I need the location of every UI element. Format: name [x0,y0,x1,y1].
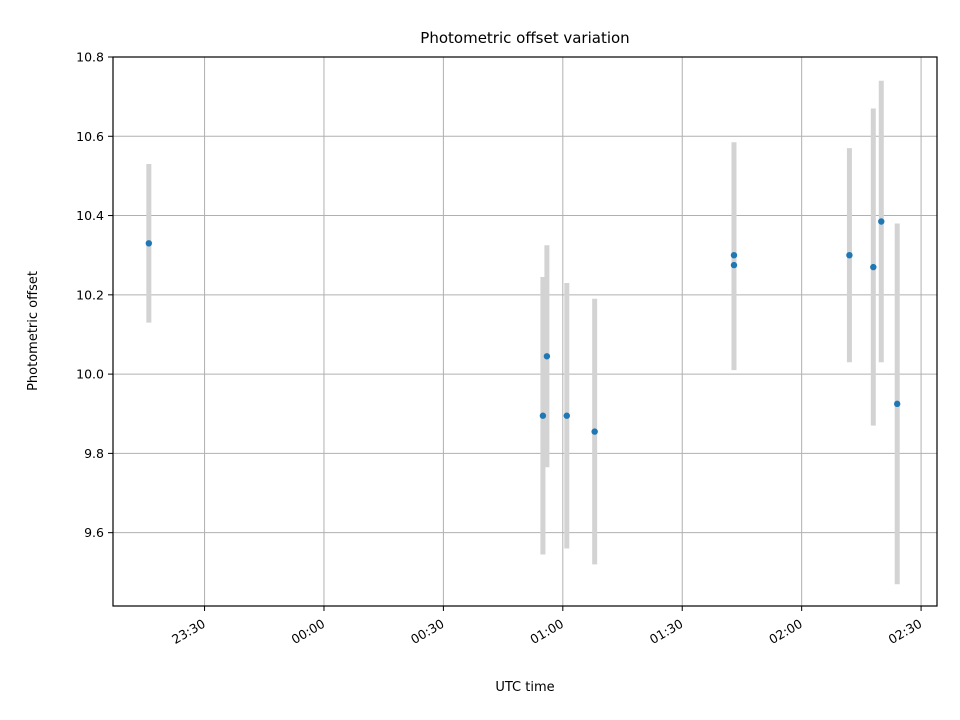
y-axis-label: Photometric offset [26,271,41,391]
grid [113,56,937,606]
y-tick-label: 10.6 [76,129,104,144]
x-tick-label: 00:00 [289,616,328,647]
x-tick-label: 00:30 [408,616,447,647]
y-tick-label: 10.0 [76,367,104,382]
x-tick-label: 02:30 [886,616,925,647]
x-tick-label: 01:00 [527,616,566,647]
y-tick-label: 9.6 [84,525,104,540]
y-tick-label: 10.8 [76,50,104,65]
data-point [563,412,570,419]
x-tick-label: 02:00 [766,616,805,647]
y-tick-label: 9.8 [84,446,104,461]
x-tick-label: 01:30 [647,616,686,647]
x-tick-label: 23:30 [169,616,208,647]
data-point [878,218,885,225]
x-axis-label: UTC time [495,680,554,695]
data-point [730,261,738,269]
y-tick-label: 10.2 [76,287,104,302]
data-points [145,218,901,435]
data-point [846,251,853,259]
x-axis-ticks: 23:30 00:00 00:30 01:00 01:30 02:00 02:30 [169,606,924,647]
data-point [730,251,738,259]
error-bars [146,80,900,585]
data-point [591,428,598,435]
data-point [543,353,551,360]
y-axis-ticks: 9.6 9.8 10.0 10.2 10.4 10.6 10.8 [76,50,113,540]
data-point [893,400,901,408]
data-point [145,240,153,247]
chart-title: Photometric offset variation [420,29,629,47]
plot-frame [112,56,938,607]
y-tick-label: 10.4 [76,208,104,223]
data-point [539,412,547,419]
data-point [870,263,877,271]
